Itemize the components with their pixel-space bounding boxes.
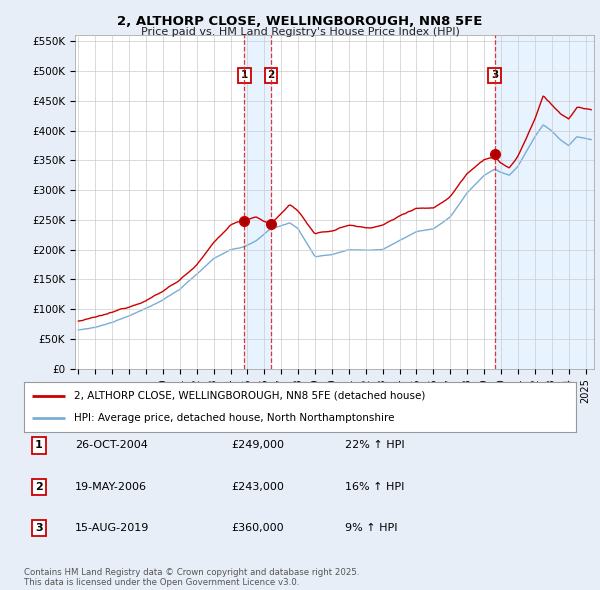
Text: £360,000: £360,000 [231,523,284,533]
Text: 26-OCT-2004: 26-OCT-2004 [75,441,148,450]
Text: HPI: Average price, detached house, North Northamptonshire: HPI: Average price, detached house, Nort… [74,413,394,423]
Text: 1: 1 [241,70,248,80]
Text: 16% ↑ HPI: 16% ↑ HPI [345,482,404,491]
Bar [244,35,271,369]
Bar [494,35,594,369]
Text: 2: 2 [35,482,43,491]
Text: 19-MAY-2006: 19-MAY-2006 [75,482,147,491]
Text: 3: 3 [491,70,498,80]
Text: 2, ALTHORP CLOSE, WELLINGBOROUGH, NN8 5FE (detached house): 2, ALTHORP CLOSE, WELLINGBOROUGH, NN8 5F… [74,391,425,401]
Text: Price paid vs. HM Land Registry's House Price Index (HPI): Price paid vs. HM Land Registry's House … [140,27,460,37]
Text: 2, ALTHORP CLOSE, WELLINGBOROUGH, NN8 5FE: 2, ALTHORP CLOSE, WELLINGBOROUGH, NN8 5F… [118,15,482,28]
Text: Contains HM Land Registry data © Crown copyright and database right 2025.
This d: Contains HM Land Registry data © Crown c… [24,568,359,587]
Text: £243,000: £243,000 [231,482,284,491]
Text: 15-AUG-2019: 15-AUG-2019 [75,523,149,533]
Text: 1: 1 [35,441,43,450]
Text: 22% ↑ HPI: 22% ↑ HPI [345,441,404,450]
Text: 2: 2 [267,70,274,80]
Text: £249,000: £249,000 [231,441,284,450]
Text: 9% ↑ HPI: 9% ↑ HPI [345,523,398,533]
Text: 3: 3 [35,523,43,533]
